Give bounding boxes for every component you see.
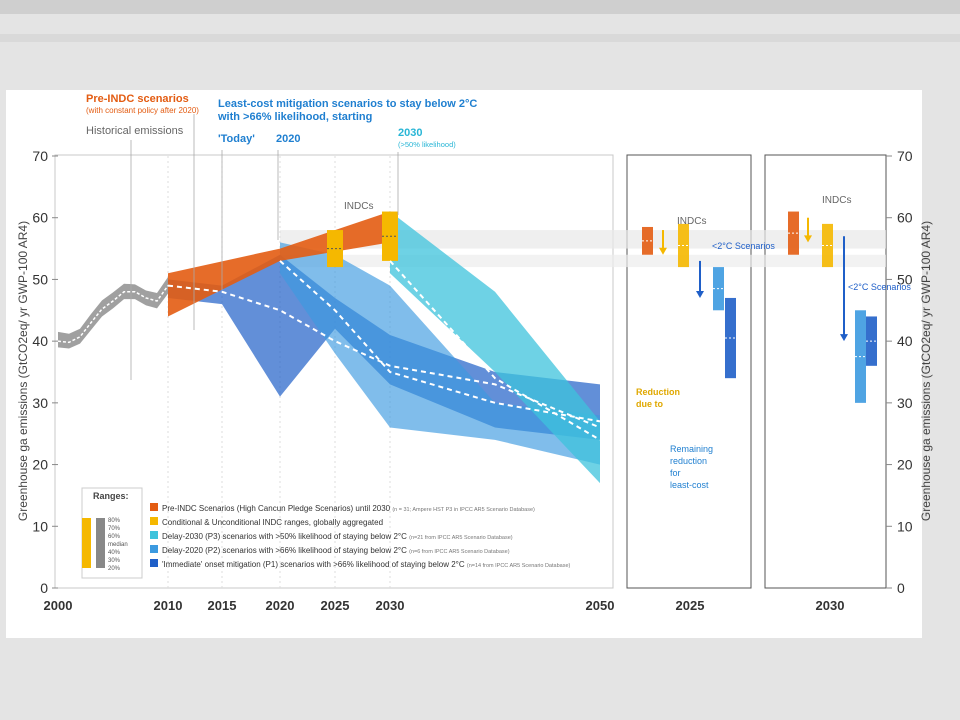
legend: Ranges: 80% 70% 60% median 40% 30% 20% Pre-INDC… [81, 487, 571, 579]
y-tick-label-right: 70 [897, 148, 913, 164]
panel-2025-frame [626, 154, 752, 589]
y-tick-label-right: 0 [897, 580, 905, 596]
ranges-title: Ranges: [93, 491, 129, 501]
y-tick-label-right: 20 [897, 457, 913, 473]
legend-entry-note: (n=6 from IPCC AR5 Scenario Database) [409, 549, 510, 555]
below2-arrow-2030-head [840, 334, 848, 342]
panel-2030-frame [764, 154, 887, 589]
range-label: 60% [108, 534, 121, 540]
legend-entry-note: (n = 31; Ampere HST P3 in IPCC AR5 Scena… [392, 507, 535, 513]
least-cost-line2: with >66% likelihood, starting [217, 111, 372, 123]
y-axis-label-right: Greenhouse ga emissions (GtCO2eq/ yr GWP… [919, 221, 933, 521]
panel-2025-xlabel: 2025 [676, 598, 705, 613]
reduction-arrow-2030-head [804, 235, 812, 243]
historical-median [57, 285, 169, 344]
y-tick-label-left: 50 [32, 271, 48, 287]
y-tick-label-right: 10 [897, 518, 913, 534]
y-tick-label-right: 50 [897, 271, 913, 287]
x-tick-label: 2020 [266, 598, 295, 613]
x-tick-label: 2000 [44, 598, 73, 613]
below2-label-2030: <2°C Scenarios [848, 282, 911, 292]
range-label: 40% [108, 550, 121, 556]
ranges-gray-swatch [96, 518, 105, 568]
scenario-bands [58, 211, 600, 484]
label-2020: 2020 [276, 133, 300, 145]
x-tick-label: 2015 [208, 598, 237, 613]
range-label: 70% [108, 526, 121, 532]
p1-median [167, 284, 601, 429]
range-label: 30% [108, 558, 121, 564]
slide-top-band [0, 0, 960, 14]
legend-entry: Delay-2020 (P2) scenarios with >66% like… [162, 546, 510, 555]
reduction-arrow-2025-head [659, 247, 667, 255]
panel-2030-xlabel: 2030 [816, 598, 845, 613]
annotation-leader-lines [130, 114, 399, 380]
y-tick-label-left: 10 [32, 518, 48, 534]
least-cost-line1: Least-cost mitigation scenarios to stay … [218, 98, 477, 110]
legend-swatch [150, 545, 158, 553]
y-axis-label-left: Greenhouse ga emissions (GtCO2eq/ yr GWP… [16, 221, 30, 521]
indcs-label-2025: INDCs [677, 216, 706, 227]
legend-entry: Pre-INDC Scenarios (High Cancun Pledge S… [162, 504, 535, 513]
ranges-yellow-swatch [82, 518, 91, 568]
legend-entry: 'Immediate' onset mitigation (P1) scenar… [162, 560, 571, 569]
below2-label-2025: <2°C Scenarios [712, 241, 775, 251]
today-label: 'Today' [218, 133, 255, 145]
remaining-label: Remaining reduction for least-cost [670, 444, 713, 490]
p3-median [389, 260, 601, 441]
y-tick-label-left: 0 [40, 580, 48, 596]
legend-swatch [150, 503, 158, 511]
legend-entry-note: (n=14 from IPCC AR5 Scenario Database) [467, 563, 571, 569]
x-tick-label: 2050 [586, 598, 615, 613]
p2-median [279, 260, 601, 423]
main-plot-frame [54, 154, 614, 589]
side-panel-bars [642, 211, 877, 403]
label-2030-sub: (>50% likelihood) [398, 140, 456, 149]
x-tick-label: 2010 [154, 598, 183, 613]
p2-band [280, 242, 600, 465]
y-tick-label-right: 40 [897, 333, 913, 349]
legend-swatch [150, 531, 158, 539]
p3-band [390, 211, 600, 484]
range-label: 80% [108, 518, 121, 524]
y-tick-label-left: 40 [32, 333, 48, 349]
pre-indc-title: Pre-INDC scenarios [86, 93, 189, 105]
legend-swatch [150, 559, 158, 567]
y-tick-label-left: 60 [32, 210, 48, 226]
indcs-label-2030: INDCs [822, 195, 851, 206]
y-tick-label-left: 70 [32, 148, 48, 164]
legend-entry-note: (n=21 from IPCC AR5 Scenario Database) [409, 535, 513, 541]
indc-guide-band-lower [280, 254, 886, 268]
legend-entry: Delay-2030 (P3) scenarios with >50% like… [162, 532, 513, 541]
x-tick-label: 2025 [321, 598, 350, 613]
y-tick-label-right: 30 [897, 395, 913, 411]
y-tick-label-right: 60 [897, 210, 913, 226]
median-lines [57, 260, 601, 441]
below2-arrow-2025-head [696, 290, 704, 298]
slide-top-stripe [0, 34, 960, 42]
x-tick-label: 2030 [376, 598, 405, 613]
label-2030: 2030 [398, 127, 422, 139]
legend-swatch [150, 517, 158, 525]
indcs-label-main: INDCs [344, 201, 373, 212]
range-label: median [108, 542, 128, 548]
historical-label: Historical emissions [86, 125, 184, 137]
y-tick-label-left: 20 [32, 457, 48, 473]
y-tick-label-left: 30 [32, 395, 48, 411]
legend-entry: Conditional & Unconditional INDC ranges,… [162, 518, 383, 527]
reduction-label: Reduction due to [636, 387, 680, 409]
range-label: 20% [108, 566, 121, 572]
pre-indc-subtitle: (with constant policy after 2020) [86, 106, 199, 115]
